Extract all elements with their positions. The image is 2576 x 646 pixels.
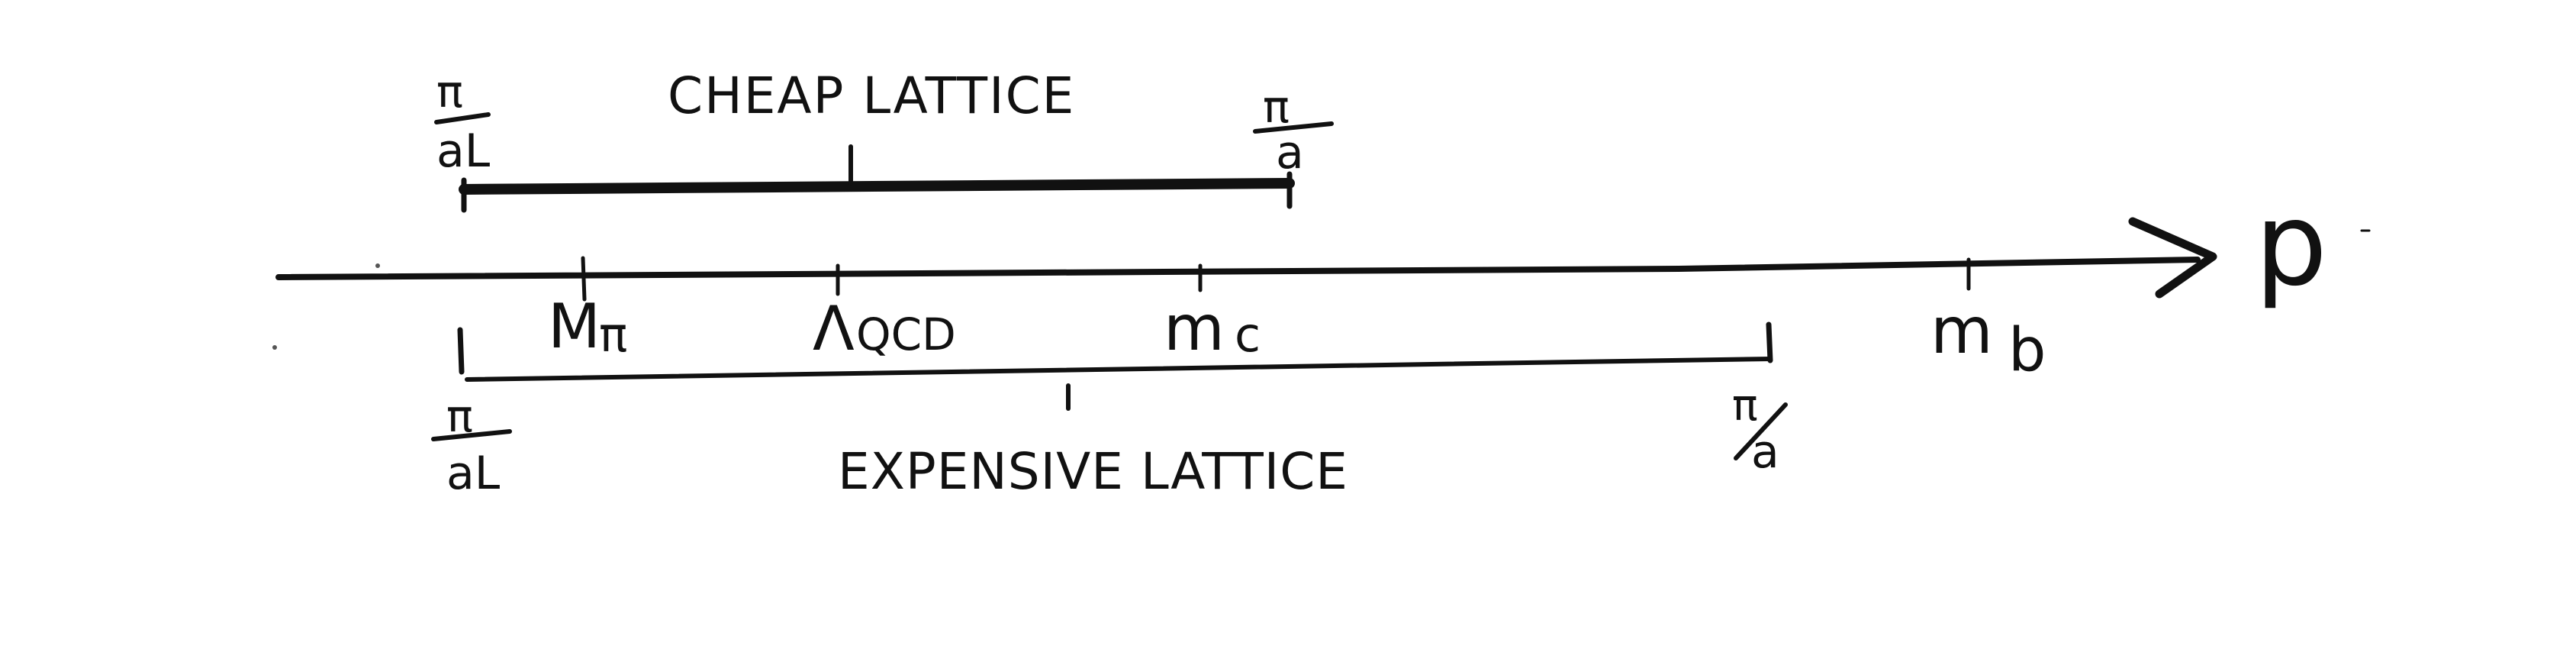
svg-text:aL: aL [446, 447, 501, 500]
svg-text:c: c [1235, 307, 1261, 363]
svg-text:aL: aL [436, 124, 491, 178]
svg-text:M: M [548, 291, 601, 362]
cheap-lattice-right-bound: π a [1253, 81, 1334, 179]
m-pi-label: M π [548, 291, 627, 363]
svg-text:π: π [1732, 381, 1758, 431]
svg-text:m: m [1930, 293, 1993, 368]
cheap-lattice-title: CHEAP LATTICE [668, 66, 1075, 125]
scale-ticks [581, 256, 1971, 302]
expensive-lattice-right-bound: π a [1732, 381, 1788, 479]
expensive-lattice-right-cap [1766, 321, 1773, 363]
svg-text:m: m [1164, 292, 1225, 365]
lambda-qcd-label: Λ QCD [813, 293, 956, 364]
momentum-axis: p [275, 179, 2327, 312]
cheap-lattice-range: CHEAP LATTICE π aL π a [434, 66, 1334, 213]
axis-line [275, 257, 2201, 280]
stray-marks [272, 229, 2371, 350]
expensive-lattice-bar [465, 357, 1773, 382]
svg-text:a: a [1276, 126, 1304, 179]
svg-text:π: π [1263, 81, 1290, 133]
svg-text:b: b [2008, 316, 2046, 385]
scale-labels: M π Λ QCD m c m b [548, 291, 2046, 385]
expensive-lattice-left-bound: π aL [431, 390, 512, 500]
svg-text:π: π [599, 307, 627, 363]
expensive-lattice-title: EXPENSIVE LATTICE [838, 442, 1348, 501]
cheap-lattice-bar [459, 178, 1295, 195]
svg-text:π: π [436, 66, 463, 118]
axis-label: p [2255, 179, 2327, 312]
axis-arrowhead [2128, 217, 2217, 299]
m-c-label: m c [1164, 292, 1261, 365]
m-b-label: m b [1930, 293, 2046, 385]
expensive-lattice-left-cap [457, 327, 465, 375]
svg-text:QCD: QCD [856, 308, 956, 360]
svg-text:Λ: Λ [813, 293, 855, 364]
svg-text:a: a [1751, 425, 1779, 479]
m-pi-tick [581, 256, 587, 302]
expensive-lattice-range: EXPENSIVE LATTICE π aL π a [431, 321, 1788, 501]
cheap-lattice-left-bound: π aL [434, 66, 491, 178]
